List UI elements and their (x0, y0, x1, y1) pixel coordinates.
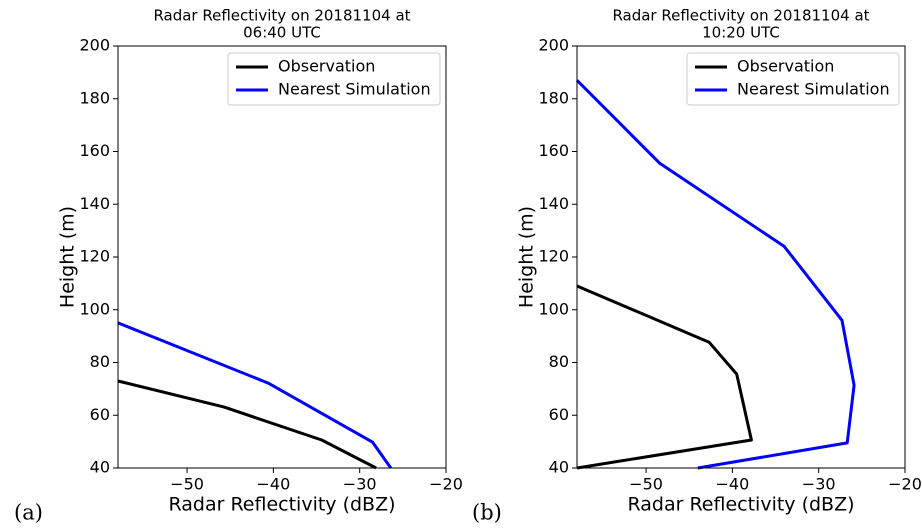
y-tick-label: 40 (549, 458, 569, 477)
y-tick-label: 200 (538, 36, 569, 55)
legend-label: Nearest Simulation (278, 80, 431, 99)
legend-box (686, 52, 900, 106)
x-axis-label: Radar Reflectivity (dBZ) (627, 494, 854, 516)
y-tick-label: 60 (549, 405, 569, 424)
legend-label: Nearest Simulation (737, 80, 890, 99)
y-tick-label: 140 (79, 194, 110, 213)
x-tick-label: −20 (429, 475, 463, 494)
x-tick-label: −30 (802, 475, 836, 494)
x-tick-label: −50 (629, 475, 663, 494)
y-tick-label: 80 (549, 352, 569, 371)
x-tick-label: −40 (715, 475, 749, 494)
y-tick-label: 120 (538, 247, 569, 266)
y-axis-label: Height (m) (516, 206, 538, 308)
line-series (575, 79, 856, 470)
y-tick-label: 40 (90, 458, 110, 477)
legend-label: Observation (278, 57, 375, 76)
plot-frame (117, 45, 447, 469)
chart-title: 10:20 UTC (702, 24, 780, 42)
chart-title: Radar Reflectivity on 20181104 at (153, 7, 410, 25)
y-tick-label: 100 (79, 299, 110, 318)
line-series (117, 321, 393, 469)
y-tick-label: 200 (79, 36, 110, 55)
y-tick-label: 80 (90, 352, 110, 371)
x-axis-label: Radar Reflectivity (dBZ) (168, 494, 395, 516)
panel-label: (a) (14, 501, 43, 525)
y-tick-label: 160 (79, 141, 110, 160)
line-series (576, 284, 753, 470)
x-tick-label: −50 (170, 475, 204, 494)
x-tick-label: −40 (256, 475, 290, 494)
y-tick-label: 140 (538, 194, 569, 213)
y-tick-label: 180 (79, 88, 110, 107)
chart-title: 06:40 UTC (243, 24, 321, 42)
chart-title: Radar Reflectivity on 20181104 at (612, 7, 869, 25)
y-tick-label: 60 (90, 405, 110, 424)
y-tick-label: 120 (79, 247, 110, 266)
legend-label: Observation (737, 57, 834, 76)
panel-label: (b) (472, 501, 502, 525)
y-axis-label: Height (m) (57, 206, 79, 308)
line-series (117, 379, 377, 470)
legend-box (227, 52, 441, 106)
y-tick-label: 100 (538, 299, 569, 318)
plot-frame (576, 45, 906, 469)
y-tick-label: 180 (538, 88, 569, 107)
x-tick-label: −30 (343, 475, 377, 494)
x-tick-label: −20 (888, 475, 922, 494)
y-tick-label: 160 (538, 141, 569, 160)
